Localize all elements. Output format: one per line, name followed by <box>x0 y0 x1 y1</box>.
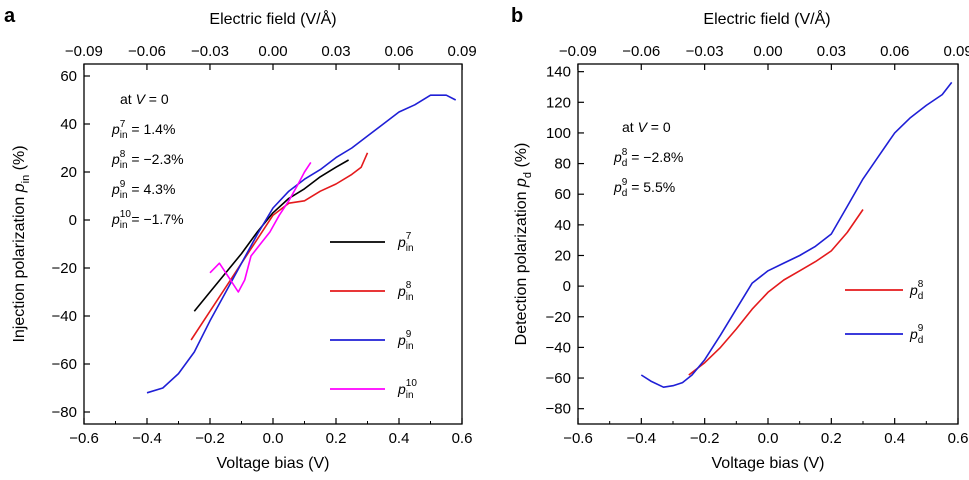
annotation-header: at V = 0 <box>120 91 169 107</box>
y-tick-label: −20 <box>52 260 77 277</box>
x2-tick-label: −0.06 <box>622 43 660 60</box>
y-tick-label: 80 <box>554 156 571 173</box>
legend-label: p10 in <box>397 378 417 401</box>
annotation-line: p8 d = −2.8% <box>613 147 683 169</box>
x2-tick-label: 0.03 <box>817 43 846 60</box>
y-tick-label: −40 <box>52 308 77 325</box>
y-tick-label: −40 <box>546 339 571 356</box>
legend-label: p9 in <box>397 329 414 352</box>
series-line-8 <box>688 209 864 376</box>
x2-tick-label: 0.06 <box>384 43 413 60</box>
x-tick-label: 0.2 <box>821 430 842 447</box>
y-tick-label: 20 <box>554 247 571 264</box>
y-tick-label: −60 <box>546 370 571 387</box>
x-tick-label: −0.2 <box>195 430 225 447</box>
annotation-line: p8 in = −2.3% <box>111 149 184 171</box>
top-axis-title: Electric field (V/Å) <box>703 9 830 28</box>
panel-letter: b <box>511 5 523 27</box>
y-tick-label: 40 <box>554 217 571 234</box>
y-tick-label: 40 <box>60 116 77 133</box>
x-axis-title: Voltage bias (V) <box>712 455 825 472</box>
x-tick-label: 0.6 <box>948 430 969 447</box>
x2-tick-label: 0.03 <box>321 43 350 60</box>
x2-tick-label: −0.09 <box>559 43 597 60</box>
x2-tick-label: 0.00 <box>258 43 287 60</box>
y-axis-title: Detection polarization pd (%) <box>513 143 534 346</box>
x2-tick-label: 0.09 <box>943 43 969 60</box>
x2-tick-label: −0.09 <box>65 43 103 60</box>
x-axis-title: Voltage bias (V) <box>217 455 330 472</box>
x-tick-label: 0.0 <box>758 430 779 447</box>
x-tick-label: −0.2 <box>690 430 720 447</box>
chart-panel-a: a Electric field (V/Å) −0.6 −0.4 −0.2 0.0 0.2 0… <box>4 5 477 472</box>
y-tick-label: 0 <box>69 212 77 229</box>
series-line-7 <box>193 159 349 312</box>
x2-tick-label: 0.06 <box>880 43 909 60</box>
annotation-line: p10 in = −1.7% <box>111 209 184 231</box>
x2-tick-label: −0.03 <box>191 43 229 60</box>
plot-frame <box>577 63 959 425</box>
annotation-line: p7 in = 1.4% <box>111 119 175 141</box>
y-tick-label: −20 <box>546 309 571 326</box>
y-tick-label: 120 <box>546 94 571 111</box>
y-tick-label: −60 <box>52 356 77 373</box>
x-tick-label: −0.6 <box>69 430 99 447</box>
legend-label: p7 in <box>397 231 414 254</box>
annotation-line: p9 in = 4.3% <box>111 179 175 201</box>
y-tick-label: −80 <box>546 401 571 418</box>
x-tick-label: −0.6 <box>563 430 593 447</box>
top-axis-title: Electric field (V/Å) <box>209 9 336 28</box>
y-tick-label: −80 <box>52 404 77 421</box>
series-line-8 <box>190 152 369 341</box>
x2-tick-label: −0.03 <box>686 43 724 60</box>
x-tick-label: −0.4 <box>132 430 162 447</box>
x-tick-label: 0.4 <box>389 430 410 447</box>
y-tick-label: 60 <box>60 68 77 85</box>
series-line-9 <box>146 94 457 394</box>
legend-label: p8 d <box>909 279 924 302</box>
series-line-9 <box>640 81 953 389</box>
x-tick-label: 0.4 <box>884 430 905 447</box>
legend-label: p8 in <box>397 280 414 303</box>
y-axis-title: Injection polarization pin (%) <box>11 145 32 342</box>
annotation-line: p9 d = 5.5% <box>613 177 675 199</box>
y-tick-label: 60 <box>554 186 571 203</box>
x-tick-label: 0.0 <box>263 430 284 447</box>
y-tick-label: 20 <box>60 164 77 181</box>
series-line-10 <box>209 161 312 293</box>
x2-tick-label: 0.00 <box>753 43 782 60</box>
panel-letter: a <box>4 5 16 27</box>
x2-tick-label: 0.09 <box>447 43 476 60</box>
x-tick-label: −0.4 <box>627 430 657 447</box>
annotation-header: at V = 0 <box>622 119 671 135</box>
x2-tick-label: −0.06 <box>128 43 166 60</box>
x-tick-label: 0.6 <box>452 430 473 447</box>
y-tick-label: 0 <box>563 278 571 295</box>
y-tick-label: 140 <box>546 64 571 81</box>
legend-label: p9 d <box>909 323 924 346</box>
chart-panel-b: b Electric field (V/Å) −0.6 −0.4 −0.2 0.0 0.2 0… <box>511 5 969 472</box>
x-tick-label: 0.2 <box>326 430 347 447</box>
y-tick-label: 100 <box>546 125 571 142</box>
